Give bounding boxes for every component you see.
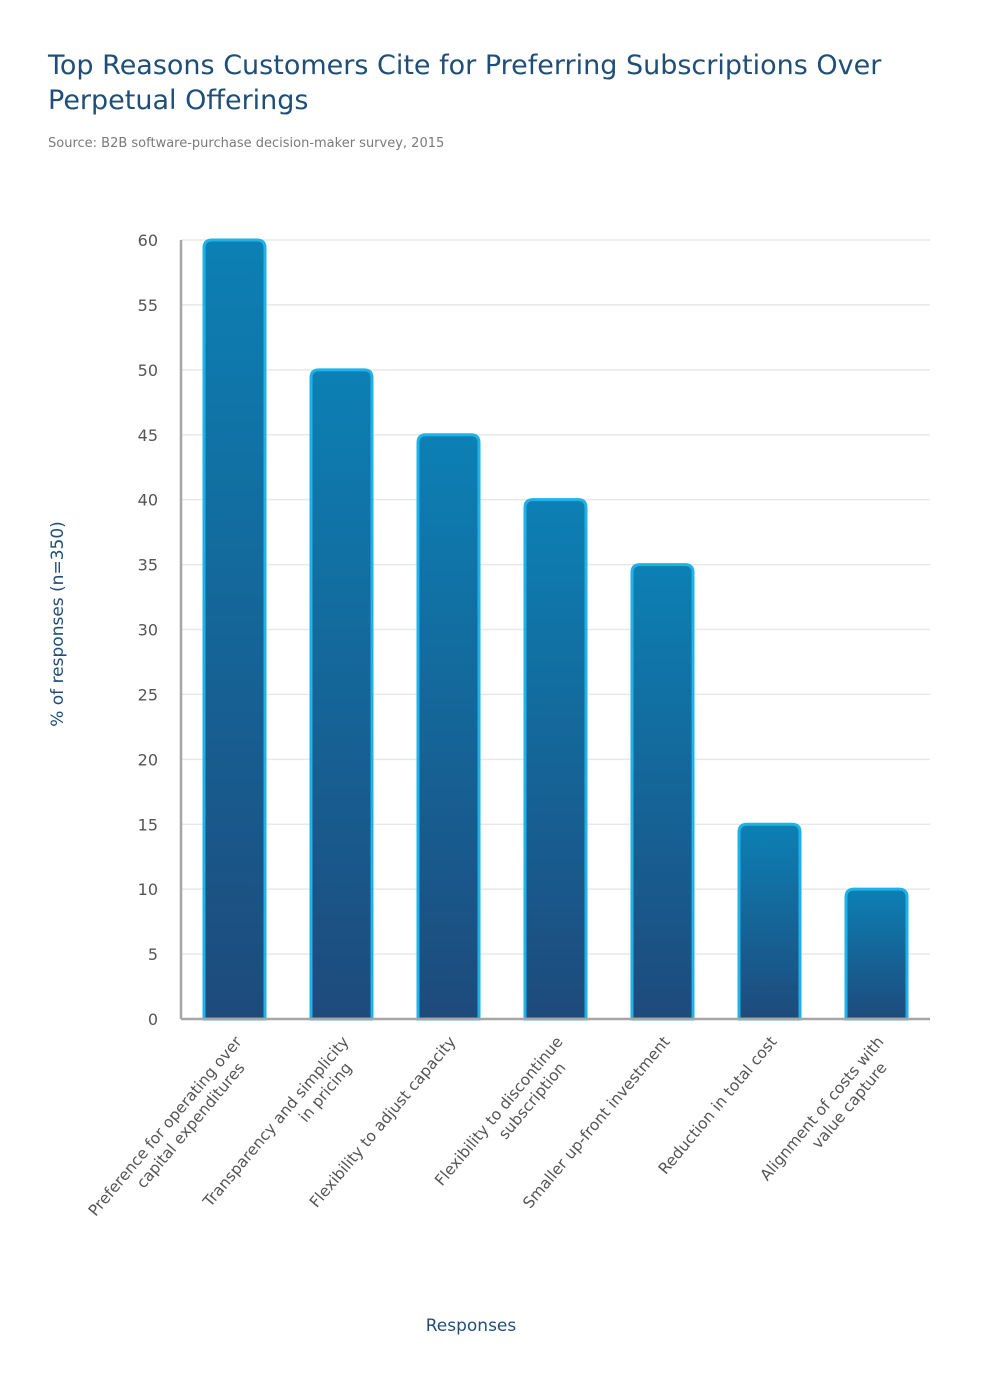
chart-subtitle: Source: B2B software-purchase decision-m… xyxy=(48,136,445,151)
bar xyxy=(202,238,267,1021)
y-tick-label: 35 xyxy=(138,556,158,575)
y-tick-label: 45 xyxy=(138,426,158,445)
y-tick-label: 30 xyxy=(138,621,158,640)
axes xyxy=(179,240,930,1021)
y-axis-label: % of responses (n=350) xyxy=(48,521,68,727)
bar xyxy=(630,563,695,1021)
y-tick-label: 0 xyxy=(148,1010,158,1029)
bar xyxy=(309,368,374,1021)
y-tick-label: 40 xyxy=(138,491,158,510)
y-tick-label: 25 xyxy=(138,685,158,704)
y-tick-label: 10 xyxy=(138,880,158,899)
y-tick-label: 15 xyxy=(138,815,158,834)
bars xyxy=(202,238,909,1021)
y-tick-label: 50 xyxy=(138,361,158,380)
x-axis-label: Responses xyxy=(426,1316,517,1336)
y-tick-label: 5 xyxy=(148,945,158,964)
bar xyxy=(737,822,802,1021)
x-tick-label: Alignment of costs withvalue capture xyxy=(757,1033,903,1196)
x-tick-label: Reduction in total cost xyxy=(655,1033,781,1178)
chart-title: Top Reasons Customers Cite for Preferrin… xyxy=(48,50,882,116)
x-tick-labels: Preference for operating overcapital exp… xyxy=(85,1033,903,1232)
y-tick-label: 60 xyxy=(138,231,158,250)
y-tick-label: 55 xyxy=(138,296,158,315)
x-tick-label: Preference for operating overcapital exp… xyxy=(85,1033,261,1232)
y-tick-label: 20 xyxy=(138,750,158,769)
bar xyxy=(523,498,588,1021)
y-tick-labels: 0 5 10 15 20 25 30 35 40 45 50 55 60 xyxy=(138,231,158,1029)
bar xyxy=(416,433,481,1021)
bar xyxy=(844,887,909,1021)
